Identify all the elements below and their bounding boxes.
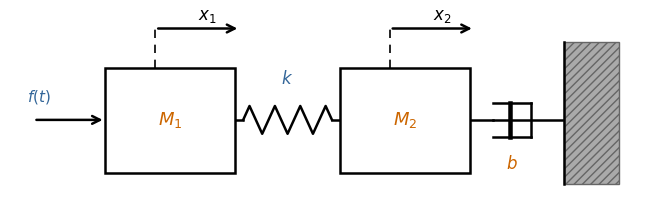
- Text: $f(t)$: $f(t)$: [27, 88, 51, 106]
- Text: $k$: $k$: [282, 70, 293, 88]
- Text: $x_1$: $x_1$: [199, 7, 217, 25]
- Text: $x_2$: $x_2$: [433, 7, 452, 25]
- Bar: [106, 68, 235, 173]
- Bar: [565, 42, 619, 184]
- Text: $M_2$: $M_2$: [393, 110, 417, 130]
- Text: $M_1$: $M_1$: [158, 110, 182, 130]
- Bar: [340, 68, 470, 173]
- Text: $b$: $b$: [506, 155, 519, 173]
